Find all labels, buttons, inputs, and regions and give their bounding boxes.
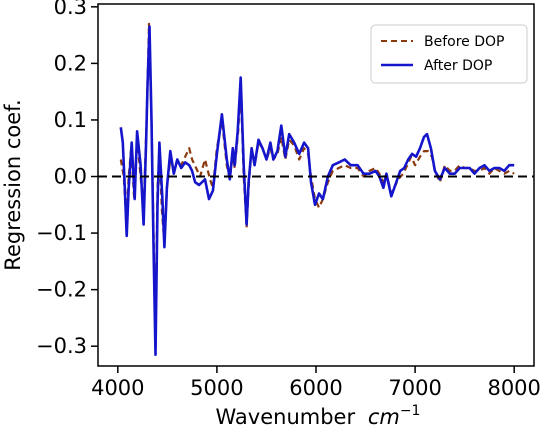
y-tick-label: −0.3 (36, 334, 87, 358)
plot-area (119, 22, 515, 356)
y-tick-label: −0.2 (36, 278, 87, 302)
y-tick-label: −0.1 (36, 221, 87, 245)
series-layer (119, 22, 515, 356)
x-tick-label: 4000 (91, 376, 144, 400)
x-tick-label: 7000 (388, 376, 441, 400)
x-axis: 4000 5000 6000 7000 8000 (91, 366, 541, 400)
y-tick-label: 0.3 (54, 0, 87, 19)
x-axis-unit: cm (368, 405, 400, 429)
x-tick-label: 6000 (289, 376, 342, 400)
x-tick-label: 8000 (487, 376, 540, 400)
y-tick-label: 0.0 (54, 165, 87, 189)
y-tick-label: 0.1 (54, 108, 87, 132)
legend: Before DOP After DOP (370, 24, 528, 84)
y-axis: 0.3 0.2 0.1 0.0 −0.1 −0.2 −0.3 (36, 0, 98, 358)
legend-box (370, 24, 528, 84)
x-axis-unit-exponent: −1 (400, 403, 421, 419)
x-axis-label-text: Wavenumber (216, 405, 356, 429)
y-axis-label: Regression coef. (1, 99, 25, 270)
series-line-after-dop (119, 25, 515, 356)
x-tick-label: 5000 (190, 376, 243, 400)
x-axis-label: Wavenumber cm−1 (216, 403, 421, 429)
legend-label-before-dop: Before DOP (424, 34, 504, 50)
legend-label-after-dop: After DOP (424, 58, 492, 74)
y-tick-label: 0.2 (54, 51, 87, 75)
